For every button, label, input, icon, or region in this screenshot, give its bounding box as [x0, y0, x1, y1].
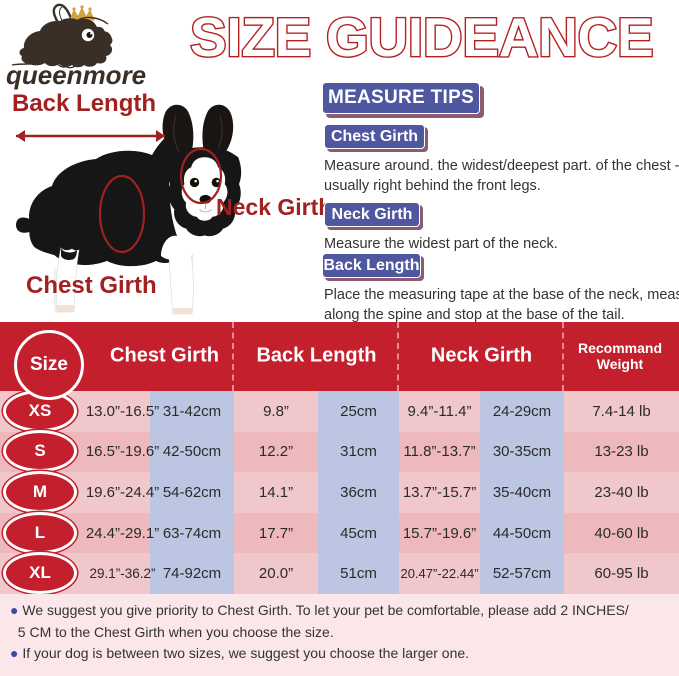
- svg-text:SIZE GUIDEANCE: SIZE GUIDEANCE: [190, 6, 653, 68]
- svg-text:queenmore: queenmore: [6, 60, 146, 90]
